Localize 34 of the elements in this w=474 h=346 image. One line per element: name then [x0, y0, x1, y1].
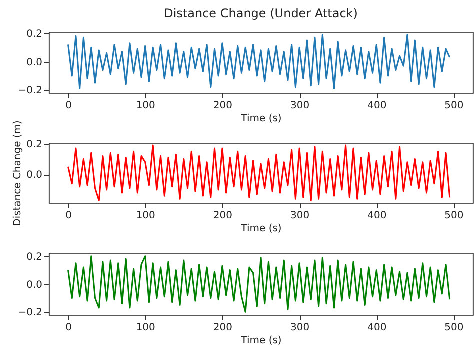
line-series [68, 144, 451, 202]
line-series [68, 256, 451, 313]
chart-title: Distance Change (Under Attack) [164, 6, 358, 20]
x-tick-label: 200 [213, 100, 232, 112]
x-axis-title: Time (s) [240, 224, 282, 234]
y-tick-label: 0.2 [26, 139, 42, 150]
x-tick-label: 0 [66, 210, 72, 222]
x-tick-label: 400 [368, 210, 387, 222]
x-tick-label: 300 [290, 100, 310, 112]
x-tick-label: 300 [290, 322, 310, 334]
y-tick-label: −0.2 [18, 86, 42, 97]
y-tick-label: 0.0 [26, 170, 42, 182]
y-tick-label: 0.0 [26, 57, 42, 68]
y-tick-label: 0.2 [26, 252, 42, 263]
x-tick-label: 100 [136, 210, 156, 222]
x-tick-label: 0 [66, 100, 72, 112]
x-tick-label: 100 [136, 100, 156, 112]
x-tick-label: 400 [368, 322, 387, 334]
x-tick-label: 200 [213, 322, 232, 334]
x-tick-label: 100 [136, 322, 156, 334]
y-axis-title: Distance Change (m) [12, 120, 24, 226]
x-tick-label: 0 [66, 322, 72, 334]
x-axis-title: Time (s) [240, 114, 282, 124]
x-tick-label: 400 [368, 100, 387, 112]
x-tick-label: 500 [444, 210, 464, 222]
x-tick-label: 500 [444, 100, 464, 112]
y-tick-label: −0.2 [18, 308, 42, 319]
x-tick-label: 200 [213, 210, 232, 222]
x-axis-title: Time (s) [240, 336, 282, 346]
y-tick-label: 0.2 [26, 28, 42, 40]
x-tick-label: 300 [290, 210, 310, 222]
x-tick-label: 500 [444, 322, 464, 334]
line-series [68, 34, 451, 90]
y-tick-label: 0.0 [26, 280, 42, 291]
